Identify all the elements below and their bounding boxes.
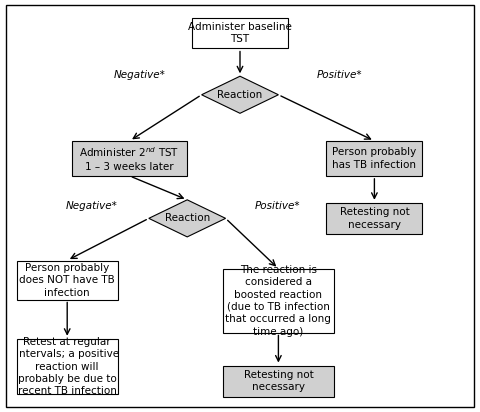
Polygon shape [202, 76, 278, 113]
Text: Administer baseline
TST: Administer baseline TST [188, 22, 292, 44]
Polygon shape [149, 200, 226, 237]
Text: Negative*: Negative* [114, 70, 166, 80]
Text: Administer 2$^{nd}$ TST
1 – 3 weeks later: Administer 2$^{nd}$ TST 1 – 3 weeks late… [80, 145, 180, 172]
FancyBboxPatch shape [72, 141, 187, 176]
Text: Retesting not
necessary: Retesting not necessary [339, 207, 409, 229]
FancyBboxPatch shape [223, 269, 334, 333]
Text: Positive*: Positive* [317, 70, 362, 80]
FancyBboxPatch shape [17, 260, 118, 300]
Text: Reaction: Reaction [165, 213, 210, 223]
FancyBboxPatch shape [223, 366, 334, 396]
FancyBboxPatch shape [326, 203, 422, 234]
Text: Person probably
has TB infection: Person probably has TB infection [332, 147, 417, 170]
Text: Person probably
does NOT have TB
infection: Person probably does NOT have TB infecti… [19, 263, 115, 297]
Text: The reaction is
considered a
boosted reaction
(due to TB infection
that occurred: The reaction is considered a boosted rea… [226, 265, 331, 337]
Text: Reaction: Reaction [217, 90, 263, 100]
FancyBboxPatch shape [17, 339, 118, 395]
Text: Retest at regular
intervals; a positive
reaction will
probably be due to
recent : Retest at regular intervals; a positive … [16, 337, 119, 396]
FancyBboxPatch shape [326, 141, 422, 176]
FancyBboxPatch shape [192, 18, 288, 49]
Text: Negative*: Negative* [66, 201, 118, 211]
Text: Retesting not
necessary: Retesting not necessary [243, 370, 313, 392]
Text: Positive*: Positive* [254, 201, 300, 211]
